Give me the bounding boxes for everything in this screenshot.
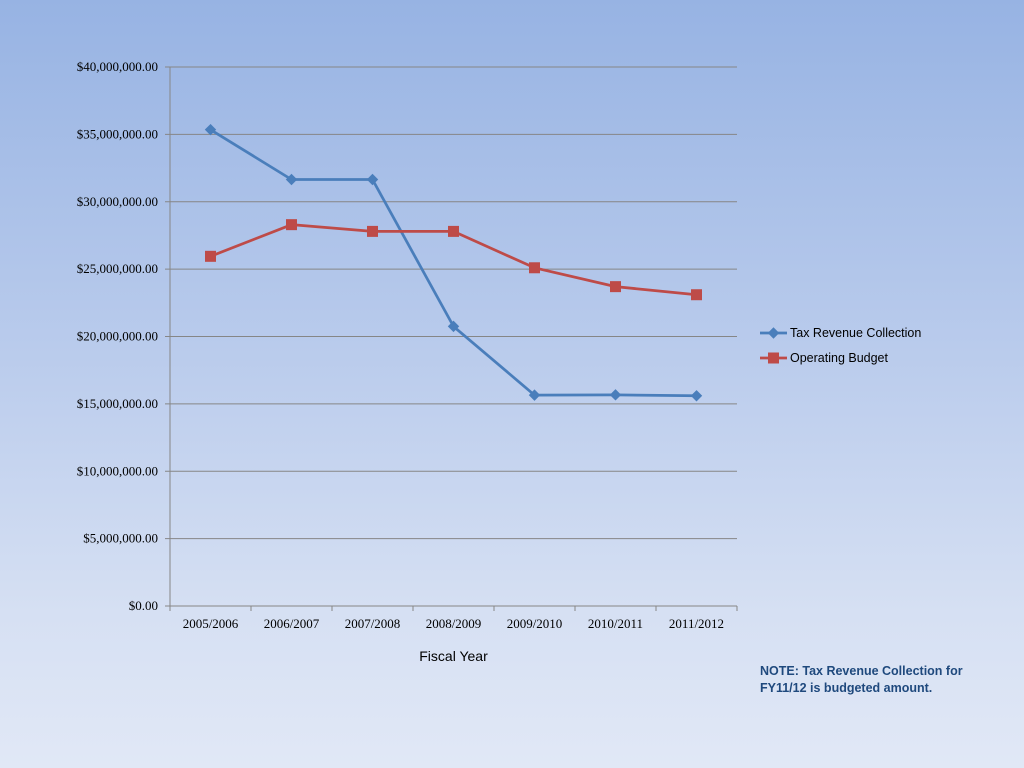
x-tick-label: 2011/2012	[669, 616, 724, 631]
y-tick-label: $30,000,000.00	[77, 194, 158, 209]
x-axis-title: Fiscal Year	[419, 648, 488, 664]
operating-budget-point	[205, 250, 216, 262]
y-tick-label: $15,000,000.00	[77, 396, 158, 411]
x-tick-label: 2009/2010	[507, 616, 563, 631]
x-axis-tick-labels: 2005/2006 2006/2007 2007/2008 2008/2009 2009…	[183, 616, 724, 631]
y-tick-label: $20,000,000.00	[77, 329, 158, 344]
y-tick-label: $10,000,000.00	[77, 463, 158, 478]
y-axis-tick-labels: $0.00 $5,000,000.00 $10,000,000.00 $15,000,…	[77, 59, 158, 613]
tax-revenue-collection-point	[204, 123, 217, 136]
note-line-2: FY11/12 is budgeted amount.	[760, 681, 933, 695]
series-lines	[209, 128, 697, 398]
series-markers	[204, 123, 703, 402]
tax-revenue-collection-point	[609, 389, 622, 401]
operating-budget-point	[367, 225, 378, 237]
tax-revenue-collection-point	[285, 173, 298, 186]
budget-note: NOTE: Tax Revenue Collection for FY11/12…	[760, 663, 1000, 697]
tax-revenue-collection-point	[528, 389, 541, 401]
y-tick-label: $0.00	[129, 598, 158, 613]
x-tick-label: 2010/2011	[588, 616, 643, 631]
legend-label-operating-budget: Operating Budget	[790, 351, 889, 365]
operating-budget-point	[286, 219, 297, 231]
operating-budget-point	[691, 289, 702, 301]
tax-revenue-collection-point	[366, 173, 379, 186]
gridlines	[170, 66, 737, 540]
x-tick-label: 2005/2006	[183, 616, 239, 631]
operating-budget-point	[610, 281, 621, 293]
x-tick-label: 2006/2007	[264, 616, 320, 631]
y-tick-label: $40,000,000.00	[77, 59, 158, 74]
axes	[165, 66, 738, 611]
tax-revenue-collection-point	[690, 390, 703, 402]
note-line-1: NOTE: Tax Revenue Collection for	[760, 664, 963, 678]
y-tick-label: $5,000,000.00	[83, 531, 158, 546]
legend-marker-operating-budget	[768, 352, 779, 364]
legend-marker-tax-revenue-collection	[767, 327, 780, 339]
legend: Tax Revenue Collection Operating Budget	[760, 326, 921, 365]
tax-revenue-collection-line	[209, 128, 697, 398]
x-tick-label: 2007/2008	[345, 616, 401, 631]
legend-label-tax-revenue-collection: Tax Revenue Collection	[790, 326, 921, 340]
operating-budget-point	[529, 262, 540, 274]
tax-revenue-collection-point	[447, 320, 460, 333]
y-tick-label: $25,000,000.00	[77, 261, 158, 276]
x-tick-label: 2008/2009	[426, 616, 482, 631]
operating-budget-point	[448, 225, 459, 237]
y-tick-label: $35,000,000.00	[77, 126, 158, 141]
